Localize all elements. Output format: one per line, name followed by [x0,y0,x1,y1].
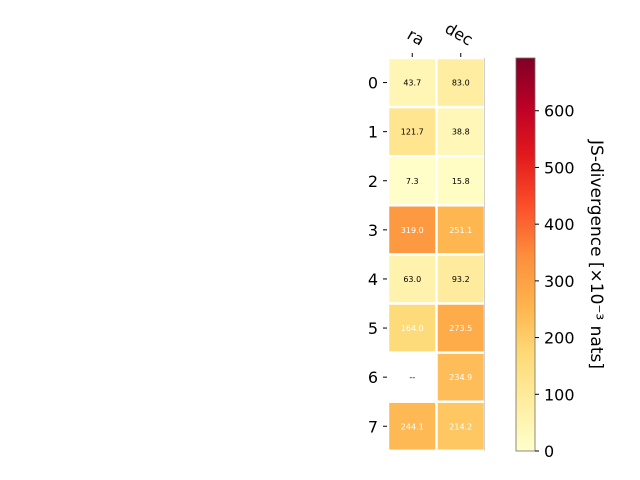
heatmap-cell [437,402,484,450]
cell-value-label: 15.8 [452,177,470,186]
cell-value-label: -- [409,373,415,382]
heatmap-cell [389,255,436,303]
heatmap-cell [437,59,484,106]
colorbar-tick-label: 300 [544,272,575,291]
colorbar-tick-label: 0 [544,442,554,461]
cell-value-label: 273.5 [449,324,472,333]
heatmap-cell [437,157,484,205]
cell-value-label: 214.2 [449,422,472,431]
colorbar-tick-label: 200 [544,329,575,348]
column-tick-label: ra [404,25,428,50]
heatmap-cell [389,304,436,352]
colorbar-tick-label: 600 [544,102,575,121]
cell-value-label: 319.0 [401,226,424,235]
cell-value-label: 43.7 [403,79,421,88]
colorbar: 0 100 200 300 400 500 600 JS-divergence [×10⁻³ … [515,57,606,461]
heatmap-cell [389,402,436,450]
heatmap-cell [437,304,484,352]
heatmap-cell [389,108,436,155]
cell-value-label: 251.1 [449,226,472,235]
heatmap-cell [389,206,436,254]
row-tick-label: 4 [368,270,378,289]
row-tick-label: 1 [368,123,378,142]
cell-value-label: 63.0 [403,275,421,284]
row-tick-label: 0 [368,74,378,93]
cell-value-label: 38.8 [452,128,470,137]
cell-value-label: 244.1 [401,422,424,431]
colorbar-bar [515,57,536,452]
row-tick-label: 6 [368,368,378,387]
cell-value-label: 121.7 [401,128,424,137]
column-tick-label: dec [442,19,476,50]
colorbar-tick-label: 500 [544,158,575,177]
row-tick-label: 7 [368,417,378,436]
heatmap-cell [437,206,484,254]
cell-value-label: 7.3 [406,177,419,186]
row-tick-label: 3 [368,221,378,240]
colorbar-label: JS-divergence [×10⁻³ nats] [586,139,606,369]
row-tick-label: 5 [368,319,378,338]
cell-value-label: 234.9 [449,373,472,382]
cell-value-label: 83.0 [452,79,470,88]
heatmap-cells: 43.7 83.0 121.7 38.8 7.3 15.8 319.0 251.1 63.0 93… [389,59,484,450]
colorbar-tick-label: 100 [544,385,575,404]
heatmap-cell [437,255,484,303]
heatmap-cell [437,108,484,155]
cell-value-label: 93.2 [452,275,470,284]
cell-value-label: 164.0 [401,324,424,333]
colorbar-tick-label: 400 [544,215,575,234]
heatmap-cell [437,353,484,401]
row-tick-label: 2 [368,172,378,191]
heatmap-cell [389,157,436,205]
heatmap-cell [389,59,436,106]
